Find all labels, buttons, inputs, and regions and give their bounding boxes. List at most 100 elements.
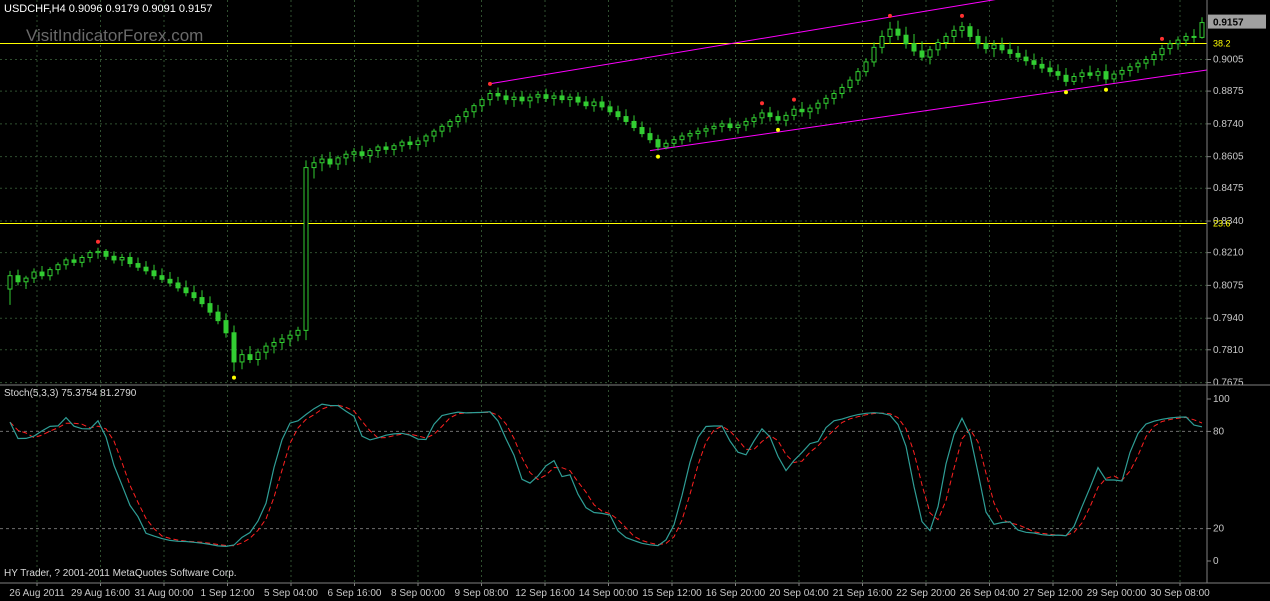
candle-body: [255, 351, 261, 360]
stoch-indicator-label: Stoch(5,3,3) 75.3754 81.2790: [4, 388, 137, 399]
candle-body: [535, 94, 541, 98]
candle-body: [999, 44, 1005, 51]
candle-body: [831, 93, 837, 99]
candle-body: [191, 292, 197, 299]
candle-body: [87, 252, 93, 258]
time-axis-label: 21 Sep 16:00: [833, 588, 893, 599]
candle-body: [383, 146, 389, 150]
candle-body: [911, 43, 917, 52]
stoch-signal-line: [9, 404, 1203, 547]
fractal-down-dot: [656, 154, 660, 159]
candle-body: [871, 46, 877, 63]
price-axis-label: 0.8075: [1213, 280, 1244, 291]
candle-body: [471, 105, 477, 113]
candle-body: [503, 95, 509, 101]
candle-body: [527, 96, 533, 102]
candle-body: [239, 354, 245, 363]
candle-body: [735, 124, 741, 129]
fractal-up-dot: [960, 13, 964, 18]
price-axis-label: 0.8210: [1213, 248, 1244, 259]
price-axis-label: 0.8605: [1213, 152, 1244, 163]
candle-body: [967, 26, 973, 37]
fractal-up-dot: [488, 81, 492, 86]
candle-body: [679, 135, 685, 141]
candle-body: [295, 329, 301, 336]
candle-body: [271, 341, 277, 347]
candle-body: [1191, 35, 1197, 38]
candle-body: [759, 112, 765, 119]
candle-body: [719, 123, 725, 127]
candle-body: [151, 270, 157, 277]
time-axis-label: 14 Sep 00:00: [579, 588, 639, 599]
price-axis-label: 0.7675: [1213, 378, 1244, 389]
price-axis-label: 0.8875: [1213, 86, 1244, 97]
time-axis-label: 8 Sep 00:00: [391, 588, 445, 599]
candle-body: [687, 133, 693, 137]
candle-body: [455, 116, 461, 122]
current-price-label: 0.9157: [1213, 18, 1244, 29]
candle-body: [567, 96, 573, 101]
candle-body: [1151, 54, 1157, 61]
candle-body: [815, 102, 821, 109]
time-axis-label: 30 Sep 08:00: [1150, 588, 1210, 599]
candle-body: [607, 106, 613, 113]
candle-body: [1055, 71, 1061, 76]
candle-body: [335, 157, 341, 165]
candle-body: [663, 142, 669, 148]
stoch-axis-label: 20: [1213, 524, 1225, 535]
time-axis-label: 9 Sep 08:00: [455, 588, 509, 599]
candle-body: [183, 287, 189, 294]
candle-body: [15, 275, 21, 283]
candle-body: [631, 120, 637, 129]
candle-body: [959, 26, 965, 31]
candle-body: [119, 256, 125, 261]
candle-body: [447, 120, 453, 127]
time-axis[interactable]: [0, 583, 1270, 601]
candle-body: [143, 266, 149, 272]
candle-body: [951, 29, 957, 37]
fractal-down-dot: [1064, 90, 1068, 95]
candle-body: [407, 141, 413, 146]
candle-body: [519, 96, 525, 102]
price-axis-label: 0.7940: [1213, 313, 1244, 324]
candle-body: [991, 44, 997, 50]
candle-body: [751, 117, 757, 122]
time-axis-label: 29 Aug 16:00: [71, 588, 130, 599]
candle-body: [599, 101, 605, 108]
watermark: VisitIndicatorForex.com: [26, 26, 204, 45]
candle-body: [1159, 48, 1165, 56]
candle-body: [175, 282, 181, 289]
candle-body: [671, 139, 677, 144]
fractal-down-dot: [232, 375, 236, 380]
trendline[interactable]: [649, 69, 1207, 152]
price-axis-label: 0.9005: [1213, 55, 1244, 66]
candle-body: [1183, 35, 1189, 41]
stoch-pane-group: [9, 403, 1203, 548]
trendline[interactable]: [489, 0, 1000, 85]
time-axis-label: 12 Sep 16:00: [515, 588, 575, 599]
candle-body: [431, 130, 437, 137]
price-axis-label: 0.8340: [1213, 216, 1244, 227]
candle-body: [935, 42, 941, 51]
price-axis[interactable]: [1207, 0, 1270, 583]
candle-body: [95, 250, 101, 254]
candle-body: [559, 95, 565, 101]
time-axis-label: 15 Sep 12:00: [642, 588, 702, 599]
candle-body: [1015, 52, 1021, 58]
candle-body: [511, 96, 517, 101]
copyright-label: HY Trader, ? 2001-2011 MetaQuotes Softwa…: [4, 568, 237, 579]
candle-body: [391, 145, 397, 150]
fibonacci-level-label: 23.6: [1213, 218, 1231, 228]
candle-body: [55, 264, 61, 271]
candle-body: [1095, 71, 1101, 76]
candle-body: [767, 112, 773, 118]
candle-body: [487, 93, 493, 101]
candle-body: [111, 255, 117, 261]
time-axis-label: 26 Aug 2011: [9, 588, 65, 599]
candle-body: [287, 334, 293, 340]
candle-body: [1087, 72, 1093, 76]
candle-body: [303, 167, 309, 331]
candle-body: [167, 278, 173, 284]
